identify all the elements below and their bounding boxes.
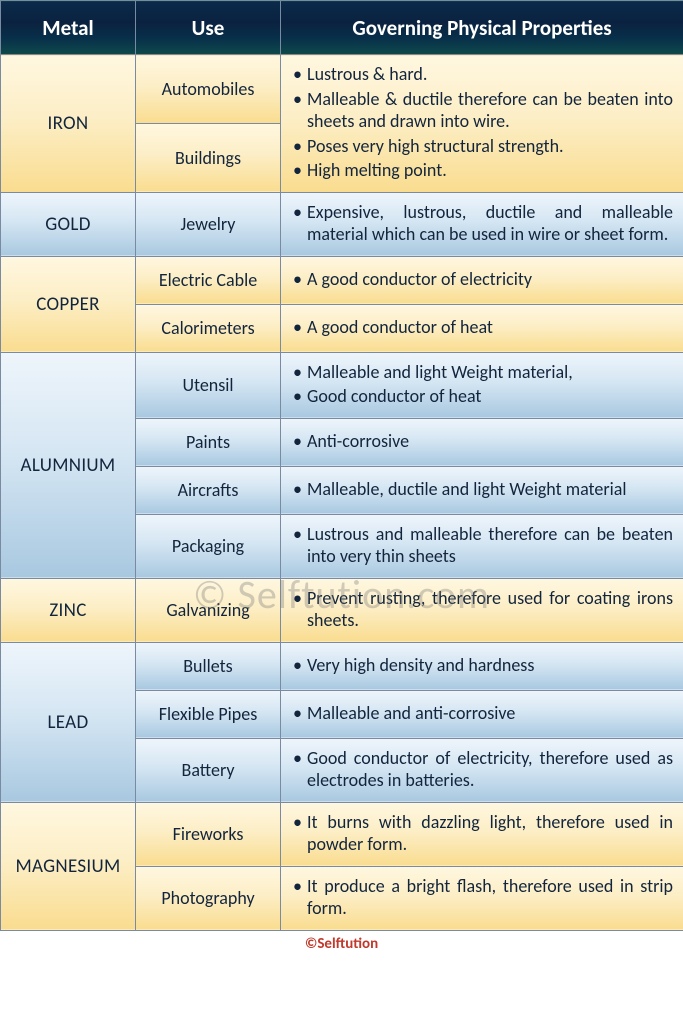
metal-cell: IRON: [1, 55, 136, 193]
table-row: GOLDJewelryExpensive, lustrous, ductile …: [1, 192, 683, 256]
property-item: Malleable & ductile therefore can be bea…: [287, 88, 673, 133]
properties-cell: Expensive, lustrous, ductile and malleab…: [281, 192, 683, 256]
property-item: A good conductor of electricity: [287, 268, 673, 291]
use-cell: Paints: [136, 418, 281, 466]
use-cell: Utensil: [136, 352, 281, 418]
use-cell: Electric Cable: [136, 256, 281, 304]
property-item: High melting point.: [287, 159, 673, 182]
properties-cell: A good conductor of heat: [281, 304, 683, 352]
header-metal: Metal: [1, 1, 136, 55]
property-item: Malleable and light Weight material,: [287, 361, 673, 384]
property-item: Malleable, ductile and light Weight mate…: [287, 478, 673, 501]
property-item: Good conductor of heat: [287, 385, 673, 408]
metal-cell: COPPER: [1, 256, 136, 352]
use-cell: Battery: [136, 738, 281, 802]
use-cell: Aircrafts: [136, 466, 281, 514]
header-row: Metal Use Governing Physical Properties: [1, 1, 683, 55]
use-cell: Packaging: [136, 514, 281, 578]
table-row: LEADBulletsVery high density and hardnes…: [1, 642, 683, 690]
properties-cell: Malleable and light Weight material,Good…: [281, 352, 683, 418]
property-item: Expensive, lustrous, ductile and malleab…: [287, 201, 673, 246]
metal-cell: ZINC: [1, 578, 136, 642]
properties-cell: Malleable and anti-corrosive: [281, 690, 683, 738]
properties-cell: A good conductor of electricity: [281, 256, 683, 304]
property-item: Anti-corrosive: [287, 430, 673, 453]
use-cell: Buildings: [136, 123, 281, 192]
metal-cell: LEAD: [1, 642, 136, 802]
use-cell: Fireworks: [136, 802, 281, 866]
table-body: IRONAutomobilesLustrous & hard.Malleable…: [1, 55, 683, 931]
metals-table: Metal Use Governing Physical Properties …: [0, 0, 683, 931]
property-item: It burns with dazzling light, therefore …: [287, 811, 673, 856]
properties-cell: Very high density and hardness: [281, 642, 683, 690]
table-row: MAGNESIUMFireworksIt burns with dazzling…: [1, 802, 683, 866]
property-item: Very high density and hardness: [287, 654, 673, 677]
properties-cell: Lustrous & hard.Malleable & ductile ther…: [281, 55, 683, 193]
property-item: Poses very high structural strength.: [287, 135, 673, 158]
table-row: COPPERElectric CableA good conductor of …: [1, 256, 683, 304]
use-cell: Jewelry: [136, 192, 281, 256]
table-row: IRONAutomobilesLustrous & hard.Malleable…: [1, 55, 683, 124]
properties-cell: Malleable, ductile and light Weight mate…: [281, 466, 683, 514]
use-cell: Automobiles: [136, 55, 281, 124]
property-item: It produce a bright flash, therefore use…: [287, 875, 673, 920]
use-cell: Flexible Pipes: [136, 690, 281, 738]
metal-cell: MAGNESIUM: [1, 802, 136, 930]
use-cell: Photography: [136, 866, 281, 930]
properties-cell: It burns with dazzling light, therefore …: [281, 802, 683, 866]
table-row: ZINCGalvanizingPrevent rusting, therefor…: [1, 578, 683, 642]
properties-cell: It produce a bright flash, therefore use…: [281, 866, 683, 930]
property-item: Good conductor of electricity, therefore…: [287, 747, 673, 792]
use-cell: Galvanizing: [136, 578, 281, 642]
property-item: Malleable and anti-corrosive: [287, 702, 673, 725]
footer-credit: ©Selftution: [0, 931, 683, 957]
property-item: Lustrous and malleable therefore can be …: [287, 523, 673, 568]
properties-cell: Good conductor of electricity, therefore…: [281, 738, 683, 802]
header-properties: Governing Physical Properties: [281, 1, 683, 55]
properties-cell: Prevent rusting, therefore used for coat…: [281, 578, 683, 642]
use-cell: Bullets: [136, 642, 281, 690]
properties-cell: Anti-corrosive: [281, 418, 683, 466]
metal-cell: GOLD: [1, 192, 136, 256]
properties-cell: Lustrous and malleable therefore can be …: [281, 514, 683, 578]
metal-cell: ALUMNIUM: [1, 352, 136, 578]
property-item: Prevent rusting, therefore used for coat…: [287, 587, 673, 632]
use-cell: Calorimeters: [136, 304, 281, 352]
table-row: ALUMNIUMUtensilMalleable and light Weigh…: [1, 352, 683, 418]
property-item: Lustrous & hard.: [287, 63, 673, 86]
header-use: Use: [136, 1, 281, 55]
property-item: A good conductor of heat: [287, 316, 673, 339]
